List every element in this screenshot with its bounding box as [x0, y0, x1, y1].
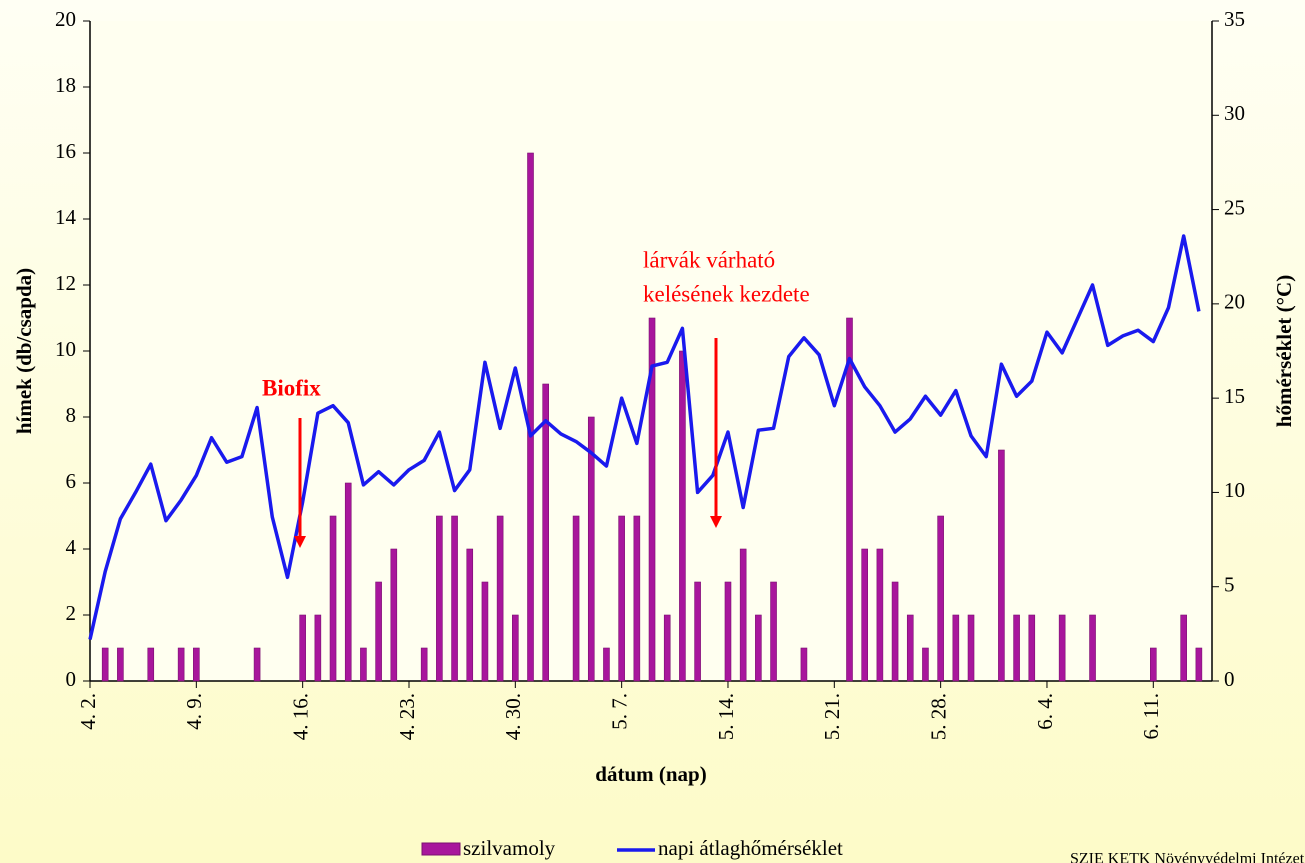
bar: [906, 614, 914, 682]
bar: [952, 614, 960, 682]
bar: [420, 647, 428, 682]
bar: [466, 548, 474, 682]
y-tick-label: 20: [55, 7, 76, 31]
bar: [1058, 614, 1066, 682]
y-tick-label: 0: [66, 667, 77, 691]
y-tick-label: 12: [55, 271, 76, 295]
x-tick-label: 6. 11.: [1139, 693, 1163, 739]
y2-tick-label: 20: [1224, 290, 1245, 314]
bar: [117, 647, 124, 682]
annotation-arrowhead: [710, 516, 722, 528]
bar: [253, 647, 261, 682]
bar: [512, 614, 519, 682]
x-tick-label: 5. 21.: [820, 693, 844, 740]
bar: [496, 515, 504, 682]
bar: [663, 614, 671, 682]
x-tick-label: 4. 23.: [395, 693, 419, 740]
y2-tick-label: 5: [1224, 573, 1235, 597]
bar: [375, 581, 382, 682]
y2-tick-label: 0: [1224, 667, 1235, 691]
y-axis-label: hímek (db/csapda): [12, 268, 36, 434]
y2-tick-label: 30: [1224, 101, 1245, 125]
x-tick-label: 4. 16.: [288, 693, 312, 740]
bar: [299, 614, 306, 682]
bar: [618, 515, 625, 682]
bar: [679, 350, 686, 682]
bar: [1089, 614, 1096, 682]
bar: [755, 614, 762, 682]
bar: [1150, 647, 1157, 682]
y2-tick-label: 15: [1224, 384, 1245, 408]
bar: [739, 548, 747, 682]
y2-tick-label: 10: [1224, 478, 1245, 502]
bar: [451, 515, 458, 682]
bar: [800, 647, 808, 682]
legend-label: napi átlaghőmérséklet: [658, 836, 843, 860]
bar: [846, 317, 853, 682]
bar: [967, 614, 975, 682]
bar: [891, 581, 899, 682]
bar: [481, 581, 489, 682]
bar: [1028, 614, 1036, 682]
bar: [770, 581, 777, 682]
bar: [101, 647, 109, 682]
x-tick-label: 4. 9.: [182, 693, 206, 730]
bar: [193, 647, 200, 682]
x-tick-label: 5. 28.: [926, 693, 950, 740]
line: [88, 234, 1201, 640]
bar: [527, 152, 534, 682]
bar: [998, 449, 1005, 682]
x-axis-label: dátum (nap): [595, 762, 706, 786]
x-tick-label: 5. 14.: [714, 693, 738, 740]
y-tick-label: 4: [66, 535, 77, 559]
bar: [177, 647, 185, 682]
bar: [724, 581, 732, 682]
y2-tick-label: 25: [1224, 195, 1245, 219]
bar: [390, 548, 398, 682]
y-tick-label: 10: [55, 337, 76, 361]
bar: [542, 383, 550, 682]
x-tick-label: 6. 4.: [1033, 693, 1057, 730]
bar: [360, 647, 367, 682]
x-tick-label: 5. 7.: [607, 693, 631, 730]
bar: [1195, 647, 1203, 682]
y-tick-label: 14: [55, 205, 77, 229]
bar: [436, 515, 443, 682]
y-tick-label: 8: [66, 403, 77, 427]
annotation: lárvák várható: [643, 247, 775, 272]
y2-axis-label: hőmérséklet (°C): [1272, 275, 1296, 427]
annotation: kelésének kezdete: [643, 281, 810, 306]
annotation-arrowhead: [294, 536, 306, 548]
y-tick-label: 2: [66, 601, 77, 625]
y-tick-label: 16: [55, 139, 76, 163]
y-tick-label: 6: [66, 469, 77, 493]
x-tick-label: 4. 30.: [501, 693, 525, 740]
y-tick-label: 18: [55, 73, 76, 97]
bar: [603, 647, 610, 682]
x-tick-label: 4. 2.: [76, 693, 100, 730]
bar: [147, 647, 155, 682]
bar: [633, 515, 641, 682]
bar: [648, 317, 656, 682]
bar: [572, 515, 580, 682]
y2-tick-label: 35: [1224, 7, 1245, 31]
legend-label: szilvamoly: [463, 836, 556, 860]
bar: [344, 482, 352, 682]
bar: [1013, 614, 1020, 682]
source: SZIE KETK Növényvédelmi Intézet: [1070, 851, 1305, 863]
bar: [861, 548, 868, 682]
bar: [1180, 614, 1187, 682]
bar: [329, 515, 337, 682]
bar: [694, 581, 701, 682]
bar: [937, 515, 944, 682]
bar: [314, 614, 322, 682]
bar: [587, 416, 595, 682]
bar: [922, 647, 929, 682]
bar: [876, 548, 884, 682]
legend-swatch: [421, 842, 461, 856]
annotation: Biofix: [262, 375, 321, 400]
